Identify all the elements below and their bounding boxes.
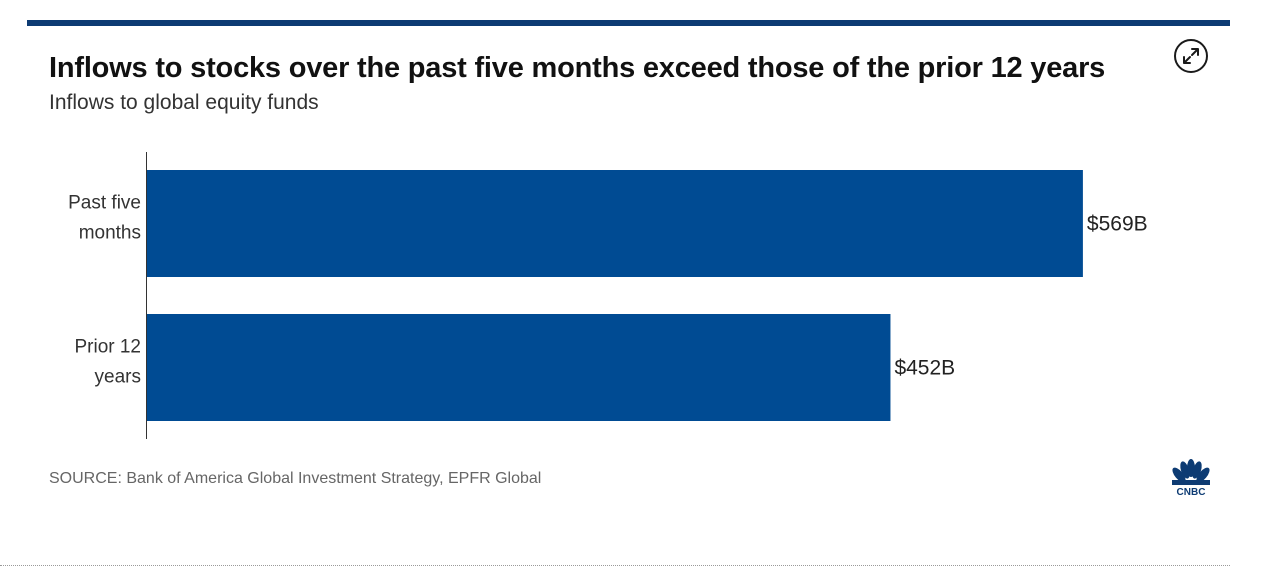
- top-rule: [27, 20, 1230, 26]
- source-note: SOURCE: Bank of America Global Investmen…: [49, 470, 542, 487]
- category-label-1: Prior 12 years: [74, 337, 141, 388]
- chart-subtitle: Inflows to global equity funds: [49, 91, 319, 114]
- cnbc-logo: CNBC: [1166, 458, 1216, 498]
- cnbc-peacock-icon: [1172, 459, 1210, 485]
- bar-1: [147, 314, 891, 421]
- category-label-0: Past five months: [68, 193, 141, 244]
- chart-title: Inflows to stocks over the past five mon…: [49, 52, 1106, 84]
- cnbc-logo-text: CNBC: [1177, 487, 1206, 498]
- expand-arrows-icon: [1183, 48, 1199, 64]
- bottom-rule: [0, 565, 1230, 566]
- bar-chart: $569B Past five months $452B Prior 12 years: [68, 152, 1148, 439]
- expand-button[interactable]: [1174, 39, 1208, 73]
- value-label-0: $569B: [1087, 213, 1148, 236]
- bar-0: [147, 170, 1083, 277]
- value-label-1: $452B: [894, 357, 955, 380]
